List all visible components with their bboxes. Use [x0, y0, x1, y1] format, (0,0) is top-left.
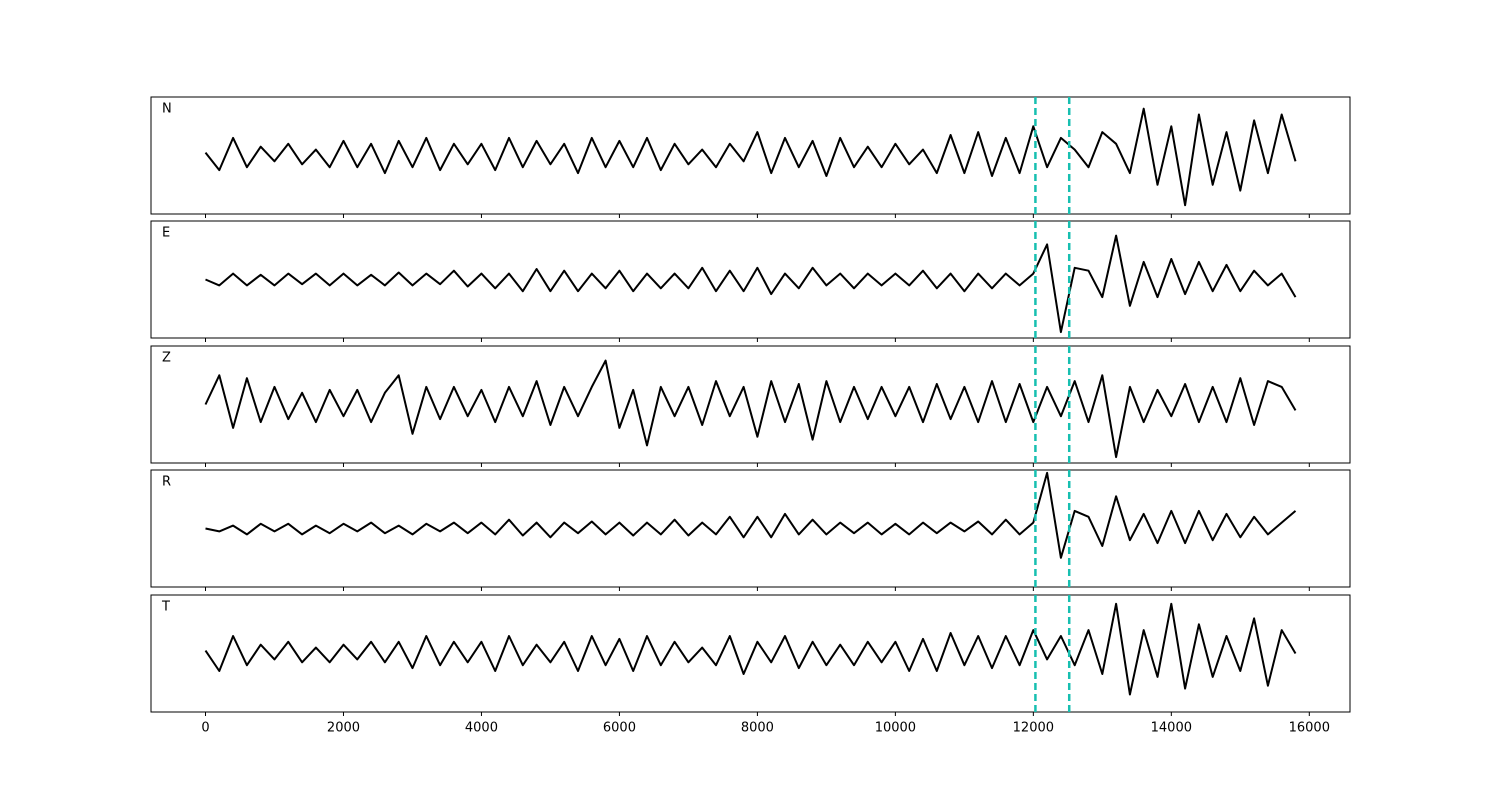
- x-tick-label: 6000: [603, 721, 636, 736]
- panel-frame: [150, 594, 1351, 713]
- x-tick-label: 8000: [741, 721, 774, 736]
- panel-label: R: [162, 475, 171, 490]
- panel-frame: [150, 220, 1351, 339]
- x-tick-label: 10000: [875, 721, 916, 736]
- waveform: [204, 107, 1297, 207]
- x-tick-label: 12000: [1013, 721, 1054, 736]
- x-tick-label: 14000: [1151, 721, 1192, 736]
- panel-frame: [150, 345, 1351, 464]
- panel-label: T: [161, 600, 170, 615]
- x-tick-label: 4000: [465, 721, 498, 736]
- panel-label: N: [162, 102, 172, 117]
- waveform: [205, 234, 1297, 334]
- panel-label: Z: [162, 351, 171, 366]
- waveform: [204, 602, 1297, 696]
- panel-label: E: [162, 226, 170, 241]
- x-tick-label: 16000: [1289, 721, 1330, 736]
- x-tick-label: 2000: [327, 721, 360, 736]
- x-tick-label: 0: [201, 721, 209, 736]
- waveform: [205, 471, 1297, 559]
- panel-frame: [150, 96, 1351, 215]
- panel-frame: [150, 469, 1351, 588]
- waveform: [204, 359, 1297, 459]
